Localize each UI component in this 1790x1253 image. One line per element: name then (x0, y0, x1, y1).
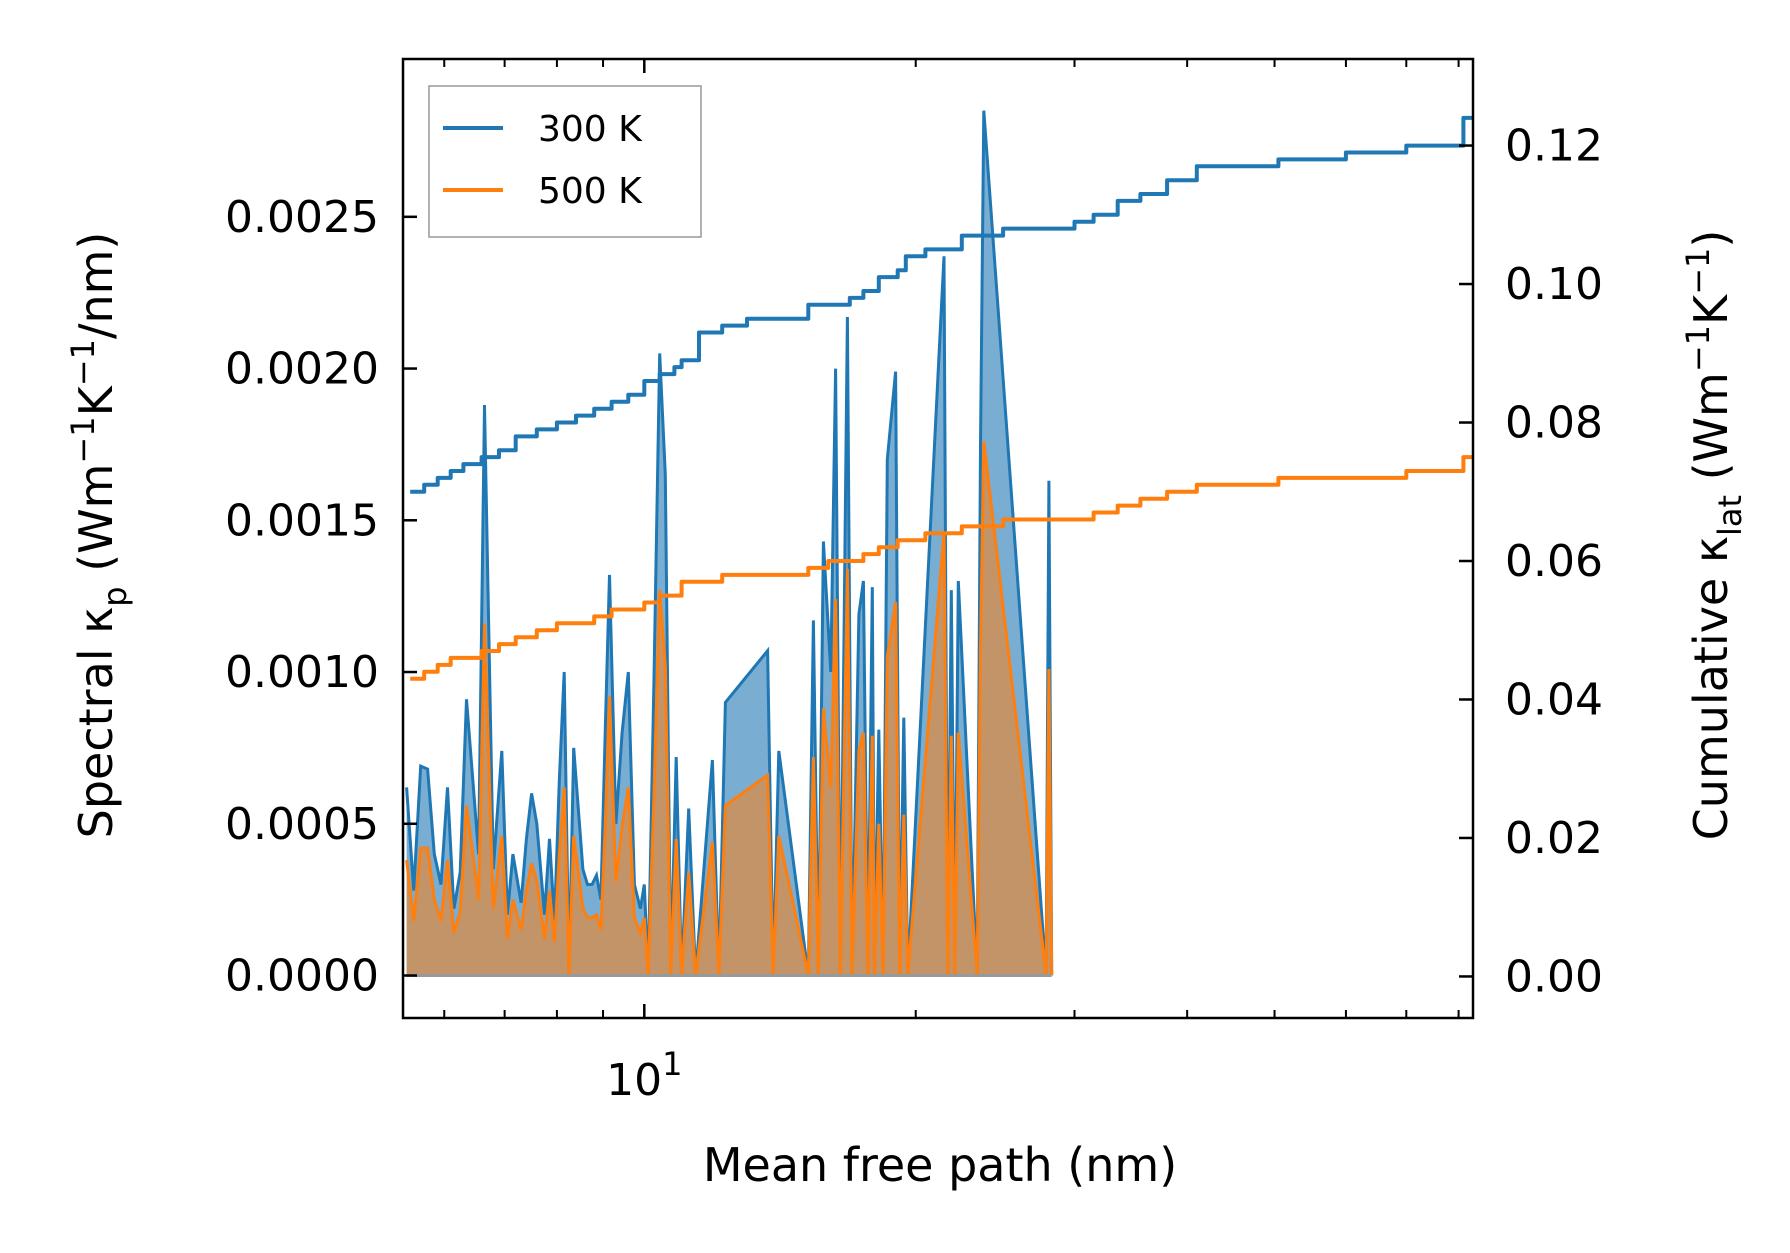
legend: 300 K 500 K (428, 85, 702, 238)
y-tick-label-left: 0.0000 (225, 951, 379, 1002)
y-tick-label-left: 0.0020 (225, 344, 379, 395)
spectral-area-500k (406, 441, 1052, 976)
y-tick-label-right: 0.04 (1505, 674, 1603, 725)
y-tick-label-right: 0.02 (1505, 813, 1603, 864)
cumulative-line-500k (410, 455, 1473, 681)
spectral-layer (405, 110, 1054, 978)
y-tick-label-right: 0.12 (1505, 121, 1603, 172)
axes-layer: 0.0000 0.0005 0.0010 0.0015 0.0020 0.0025 0.00… (225, 57, 1603, 1106)
y-tick-label-left: 0.0010 (225, 647, 379, 698)
legend-frame (428, 85, 702, 238)
y-tick-label-left: 0.0025 (225, 192, 379, 243)
legend-label-300k: 300 K (538, 109, 643, 150)
cumulative-layer (410, 115, 1473, 681)
y-tick-label-right: 0.08 (1505, 398, 1603, 449)
y-tick-label-left: 0.0005 (225, 799, 379, 850)
y-tick-label-left: 0.0015 (225, 495, 379, 546)
plot-frame (401, 57, 1475, 1020)
cumulative-line-300k (410, 115, 1473, 494)
legend-label-500k: 500 K (538, 171, 643, 212)
y-tick-label-right: 0.10 (1505, 259, 1603, 310)
x-axis-title: Mean free path (nm) (703, 1138, 1177, 1192)
spectral-line-300k (405, 110, 1054, 976)
y-tick-label-right: 0.06 (1505, 536, 1603, 587)
x-tick-label: 101 (606, 1045, 682, 1106)
spectral-line-500k (405, 441, 1054, 976)
y-axis-title-left: Spectral κp (Wm−1K−1/nm) (64, 232, 134, 839)
y-axis-title-right: Cumulative κlat (Wm−1K−1) (1679, 230, 1749, 841)
y-tick-label-right: 0.00 (1505, 951, 1603, 1002)
